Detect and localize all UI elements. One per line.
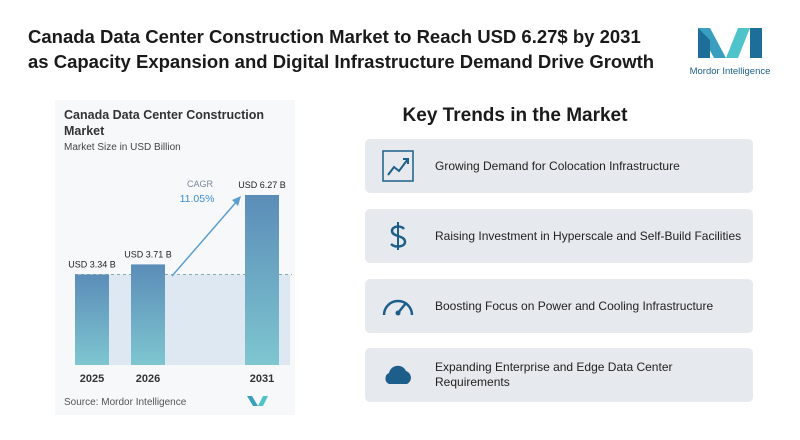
x-tick-label: 2031 [250,373,274,385]
icon [382,299,414,316]
headline-line: as Capacity Expansion and Digital Infras… [28,51,655,72]
trend-card: Boosting Focus on Power and Cooling Infr… [365,279,753,333]
source: Source: Mordor Intelligence [64,397,187,408]
trend-text: Boosting Focus on Power and Cooling Infr… [435,298,714,313]
chart: USD 3.34 B 2025 USD 3.71 B 2026 USD 6.27 B 20… [64,179,292,408]
mini-logo [247,396,268,406]
headline: Canada Data Center Construction Market t… [28,24,654,74]
icon [382,150,414,182]
icon [385,365,411,384]
value-label: USD 6.27 B [238,180,286,190]
trend-text: Growing Demand for Colocation Infrastruc… [435,158,680,173]
x-tick-label: 2025 [80,373,104,385]
bar [245,195,279,365]
cagr-value: 11.05% [180,193,215,205]
bar [131,264,165,365]
x-tick-label: 2026 [136,373,160,385]
value-label: USD 3.71 B [124,249,172,259]
trend-card: Growing Demand for Colocation Infrastruc… [365,139,753,193]
trend-card: Raising Investment in Hyperscale and Sel… [365,209,753,263]
bar [75,274,109,365]
trends-title: Key Trends in the Market [402,105,628,126]
cagr-arrow [171,199,239,277]
icon [390,222,407,250]
headline-line: Canada Data Center Construction Market t… [28,26,641,47]
chart-title: Canada Data Center Construction Market [64,108,265,138]
trend-text: Raising Investment in Hyperscale and Sel… [435,228,742,243]
chart-subtitle: Market Size in USD Billion [64,142,181,153]
cagr-label: CAGR [187,179,214,189]
logo: Mordor Intelligence [690,28,770,77]
value-label: USD 3.34 B [68,259,116,269]
logo-text: Mordor Intelligence [690,66,770,77]
trend-text: Expanding Enterprise and Edge Data Cente… [435,360,673,389]
arrow-head [232,196,241,206]
trend-card: Expanding Enterprise and Edge Data Cente… [365,348,753,402]
